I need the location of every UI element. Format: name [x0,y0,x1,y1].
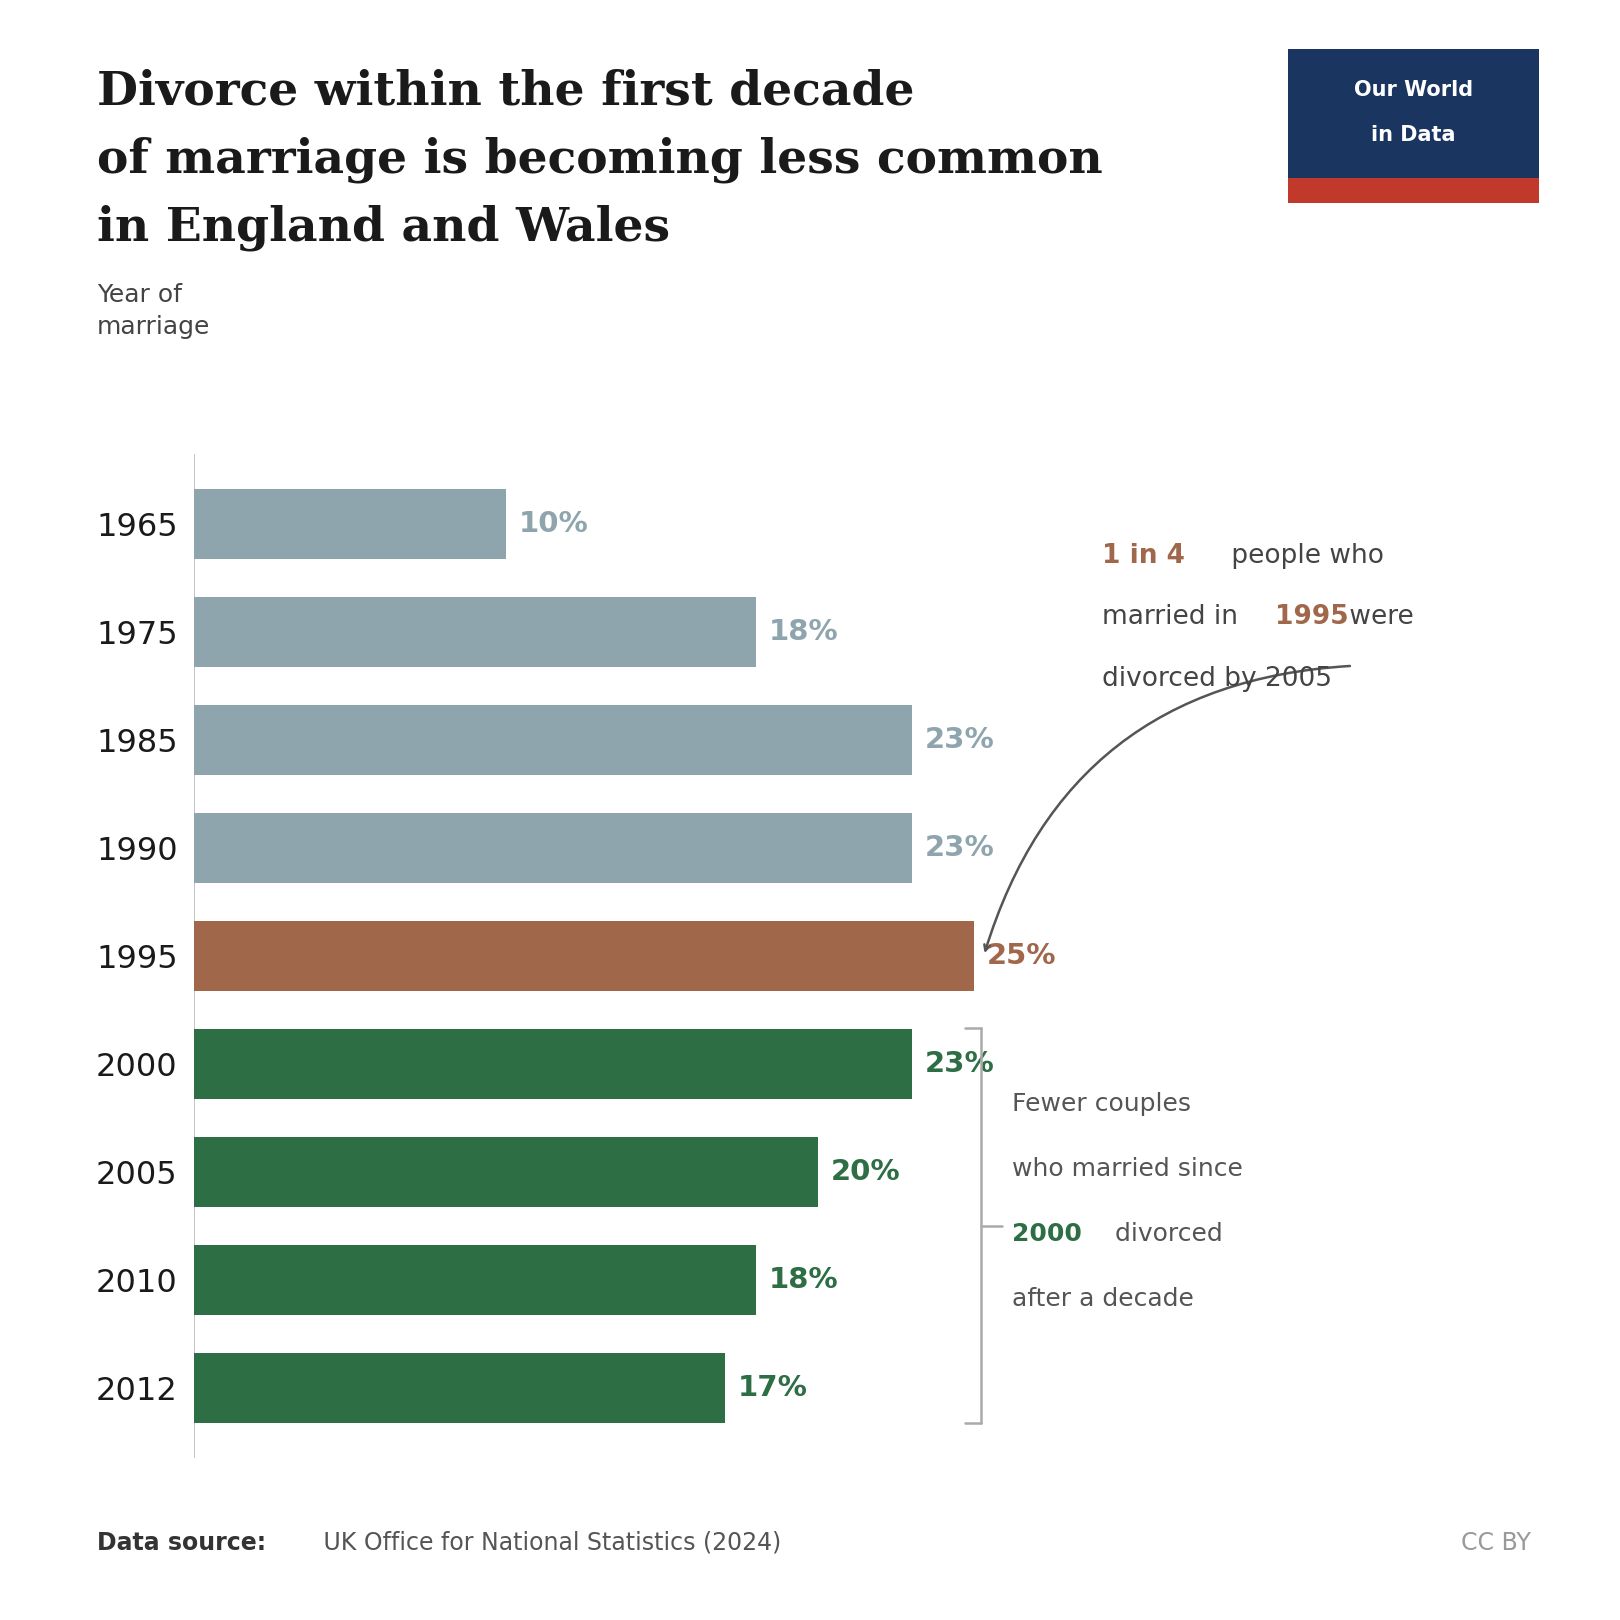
Text: Our World: Our World [1354,79,1473,100]
Text: in England and Wales: in England and Wales [97,204,671,251]
Text: 25%: 25% [987,941,1056,970]
Text: Data source:: Data source: [97,1531,266,1555]
Text: 23%: 23% [925,726,995,753]
Bar [194,813,912,883]
Text: 20%: 20% [831,1158,901,1186]
Text: Year of
marriage: Year of marriage [97,284,211,339]
Text: were: were [1341,604,1414,630]
Text: 18%: 18% [768,1265,838,1294]
Bar [194,1137,818,1207]
Text: 1 in 4: 1 in 4 [1102,543,1184,569]
Text: 10%: 10% [518,510,588,538]
Text: in Data: in Data [1371,125,1456,144]
FancyBboxPatch shape [1288,178,1539,202]
Text: 1995: 1995 [1275,604,1348,630]
Bar [194,920,974,991]
Text: UK Office for National Statistics (2024): UK Office for National Statistics (2024) [316,1531,781,1555]
Text: 23%: 23% [925,1050,995,1077]
Text: married in: married in [1102,604,1246,630]
Text: after a decade: after a decade [1012,1286,1194,1311]
Text: divorced by 2005: divorced by 2005 [1102,666,1332,692]
Text: 23%: 23% [925,834,995,862]
Bar [194,1244,757,1315]
Bar [194,489,507,559]
Bar [194,1353,724,1422]
FancyBboxPatch shape [1288,49,1539,202]
Text: CC BY: CC BY [1461,1531,1531,1555]
Text: who married since: who married since [1012,1157,1243,1181]
Text: 17%: 17% [737,1374,807,1401]
Text: Divorce within the first decade: Divorce within the first decade [97,68,915,113]
Text: people who: people who [1223,543,1383,569]
Text: 18%: 18% [768,617,838,646]
Bar [194,596,757,667]
Text: Fewer couples: Fewer couples [1012,1092,1191,1116]
Text: of marriage is becoming less common: of marriage is becoming less common [97,136,1103,183]
Text: divorced: divorced [1108,1221,1223,1246]
Text: 2000: 2000 [1012,1221,1082,1246]
Bar [194,705,912,774]
Bar [194,1029,912,1098]
